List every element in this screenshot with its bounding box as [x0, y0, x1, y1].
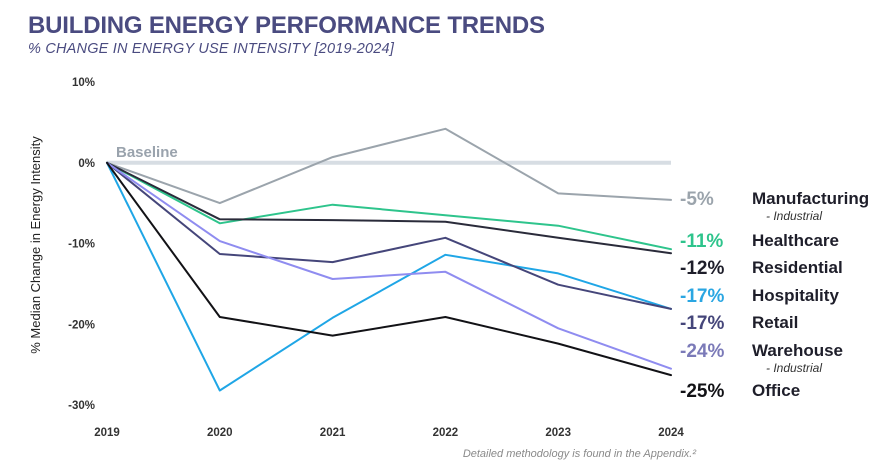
series-name-label: Healthcare — [752, 231, 839, 250]
x-tick-label: 2020 — [207, 427, 233, 439]
series-line-healthcare — [106, 161, 672, 251]
series-name-label: Office — [752, 381, 800, 400]
series-name-label: Residential — [752, 258, 843, 277]
series-line-hospitality — [106, 161, 672, 392]
series-sublabel: - Industrial — [766, 209, 822, 223]
y-tick-label: -20% — [68, 319, 95, 331]
series-name-label: Warehouse — [752, 341, 843, 360]
series-line-office — [106, 161, 672, 377]
series-end-labels: -5% Manufacturing- Industrial-11% Healthca… — [680, 189, 869, 402]
chart-title: BUILDING ENERGY PERFORMANCE TRENDS — [28, 12, 545, 39]
series-value-label: -12% — [680, 258, 724, 279]
methodology-footnote: Detailed methodology is found in the App… — [462, 448, 696, 460]
y-tick-labels: 10% 0% -10% -20% -30% — [68, 77, 95, 412]
series-sublabel: - Industrial — [766, 361, 822, 375]
x-tick-label: 2019 — [94, 427, 120, 439]
series-value-label: -11% — [680, 231, 723, 252]
series-name-label: Hospitality — [752, 286, 839, 305]
y-tick-label: 10% — [72, 77, 95, 89]
series-line-residential — [106, 161, 672, 255]
y-tick-label: -10% — [68, 239, 95, 251]
x-tick-label: 2021 — [320, 427, 346, 439]
series-line-manufacturing — [106, 127, 672, 205]
series-value-label: -17% — [680, 313, 724, 334]
series-line-warehouse — [106, 161, 672, 370]
series-lines — [106, 127, 672, 392]
series-value-label: -25% — [680, 381, 724, 402]
baseline-label: Baseline — [116, 144, 178, 161]
series-value-label: -24% — [680, 341, 724, 362]
y-tick-label: 0% — [78, 158, 95, 170]
x-tick-label: 2022 — [433, 427, 459, 439]
series-line-retail — [106, 161, 672, 310]
series-name-label: Manufacturing — [752, 189, 869, 208]
series-name-label: Retail — [752, 313, 798, 332]
series-value-label: -17% — [680, 286, 724, 307]
y-axis-title-group: % Median Change in Energy Intensity — [28, 136, 43, 354]
series-value-label: -5% — [680, 189, 714, 210]
y-tick-label: -30% — [68, 400, 95, 412]
x-tick-label: 2024 — [658, 427, 684, 439]
x-tick-labels: 2019 2020 2021 2022 2023 2024 — [94, 427, 684, 439]
chart-subtitle: % CHANGE IN ENERGY USE INTENSITY [2019-2… — [28, 41, 395, 57]
baseline-group: Baseline — [107, 144, 671, 165]
y-axis-title: % Median Change in Energy Intensity — [28, 136, 43, 354]
x-tick-label: 2023 — [545, 427, 571, 439]
